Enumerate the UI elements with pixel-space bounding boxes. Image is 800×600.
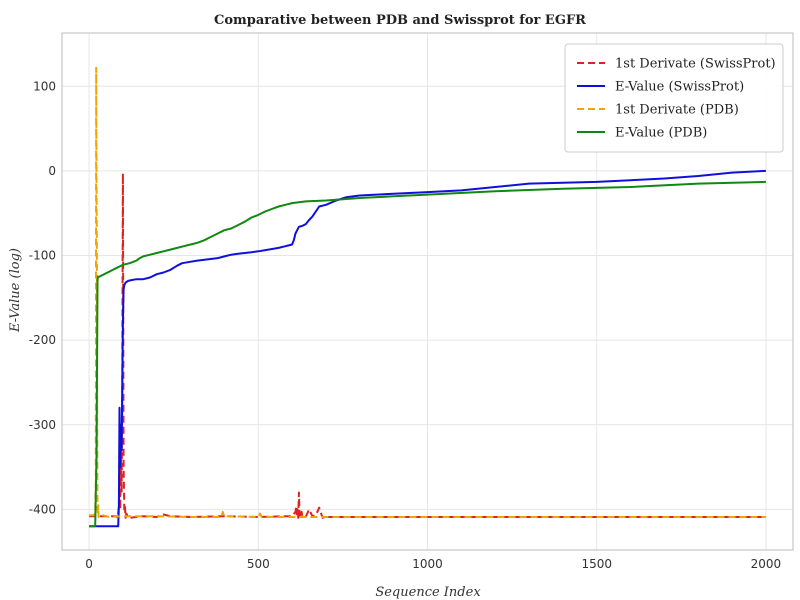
legend-label: E-Value (PDB): [615, 126, 707, 141]
y-tick-label: 0: [48, 164, 56, 178]
legend-label: E-Value (SwissProt): [615, 80, 744, 95]
plot-frame: [61, 32, 794, 551]
series-line-4: [89, 180, 766, 528]
chart-title: Comparative between PDB and Swissprot fo…: [214, 13, 586, 28]
x-tick-label: 500: [247, 557, 270, 571]
y-tick-label: 100: [33, 79, 56, 93]
x-tick-label: 1000: [412, 557, 443, 571]
x-tick-label: 2000: [751, 557, 782, 571]
series-line-3: [89, 66, 766, 518]
series-line-2: [89, 169, 766, 528]
y-tick-label: -300: [29, 418, 56, 432]
legend-label: 1st Derivate (SwissProt): [615, 57, 776, 72]
legend: 1st Derivate (SwissProt) E-Value (SwissPr…: [564, 43, 784, 153]
y-tick-label: -400: [29, 502, 56, 516]
legend-label: 1st Derivate (PDB): [615, 103, 739, 118]
x-axis-ticks: 0 500 1000 1500 2000: [85, 557, 781, 571]
y-tick-label: -200: [29, 333, 56, 347]
y-axis-ticks: 100 0 -100 -200 -300 -400: [29, 79, 56, 516]
x-tick-label: 1500: [581, 557, 612, 571]
x-axis-title: Sequence Index: [375, 585, 481, 600]
y-tick-label: -100: [29, 249, 56, 263]
y-axis-title: E-Value (log): [8, 248, 23, 333]
series-layer: [89, 66, 766, 528]
grid: [62, 33, 793, 550]
legend-box: [564, 43, 784, 153]
x-tick-label: 0: [85, 557, 93, 571]
